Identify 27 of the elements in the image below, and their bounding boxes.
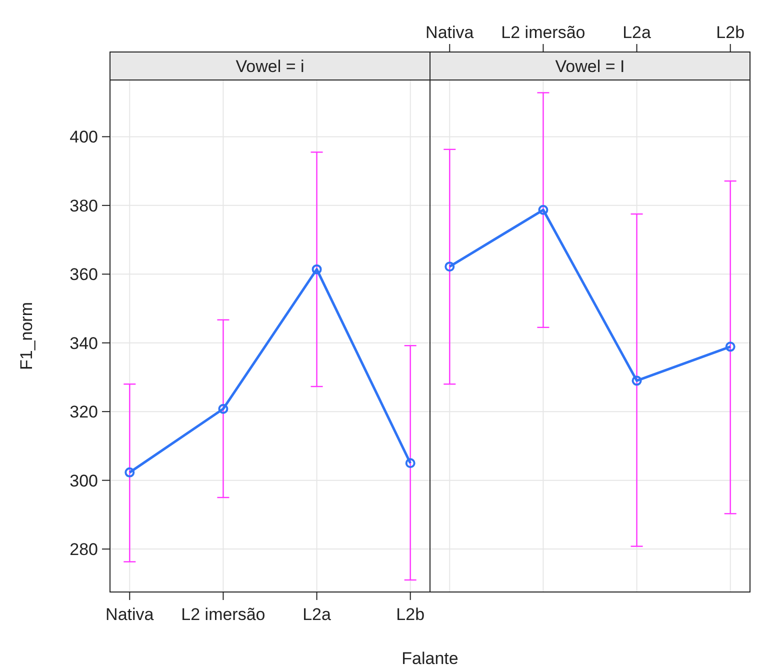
x-tick-label: Nativa: [106, 605, 154, 624]
y-tick-label: 360: [70, 265, 98, 284]
x-tick-label: Nativa: [426, 23, 474, 42]
y-axis-title: F1_norm: [17, 302, 36, 370]
y-tick-label: 300: [70, 471, 98, 490]
chart-title: Vowel = i: [236, 57, 304, 76]
point: [538, 204, 548, 215]
point: [124, 467, 135, 478]
y-tick-label: 320: [70, 402, 98, 422]
point: [632, 376, 642, 386]
x-axis-title: Falante: [402, 649, 458, 668]
x-tick-label: L2b: [396, 605, 425, 624]
chart-title: Vowel = I: [555, 57, 625, 76]
x-tick-label: L2a: [622, 23, 652, 42]
point: [405, 458, 416, 468]
y-tick-label: 380: [70, 196, 98, 216]
point: [218, 404, 228, 414]
x-tick-label: L2 imersão: [501, 23, 586, 42]
y-tick-label: 280: [70, 540, 98, 559]
y-tick-label: 340: [70, 334, 98, 353]
x-tick-label: L2 imersão: [181, 605, 266, 624]
x-tick-label: L2b: [716, 23, 745, 42]
x-tick-label: L2a: [302, 605, 332, 624]
point: [444, 262, 455, 272]
point: [725, 342, 736, 352]
point: [312, 264, 322, 274]
y-tick-label: 400: [70, 128, 98, 147]
